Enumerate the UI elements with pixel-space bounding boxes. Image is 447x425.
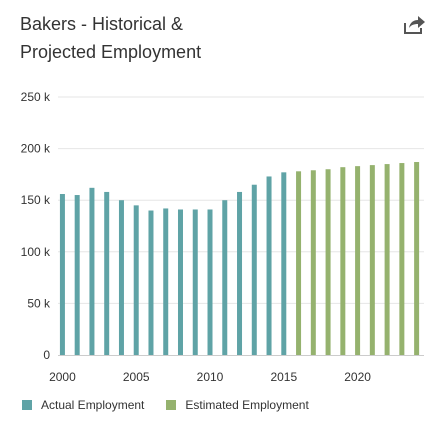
bar[interactable] [369,165,375,355]
bar[interactable] [59,194,65,355]
bar[interactable] [74,195,80,355]
legend: Actual Employment Estimated Employment [22,398,309,412]
x-tick-label: 2015 [270,370,297,384]
x-tick-label: 2005 [123,370,150,384]
legend-label-actual: Actual Employment [41,398,145,412]
bar[interactable] [325,169,331,355]
bar[interactable] [148,210,154,355]
chart-title-line2: Projected Employment [20,42,202,62]
bar[interactable] [384,164,390,355]
bar[interactable] [414,162,420,355]
bar[interactable] [251,184,257,355]
bar[interactable] [192,209,198,355]
y-tick-label: 100 k [21,245,51,259]
bar[interactable] [104,191,110,355]
y-tick-label: 50 k [27,296,51,310]
bar[interactable] [207,209,213,355]
y-tick-label: 200 k [21,142,51,156]
chart-title-line1: Bakers - Historical & [20,14,184,34]
y-tick-label: 250 k [21,90,51,104]
legend-item-estimated[interactable]: Estimated Employment [166,398,309,412]
legend-label-estimated: Estimated Employment [185,398,309,412]
bar[interactable] [399,163,405,355]
chart-title: Bakers - Historical & Projected Employme… [20,10,360,66]
bar[interactable] [222,200,228,355]
bar[interactable] [355,166,361,355]
bar[interactable] [89,187,95,355]
bar[interactable] [118,200,124,355]
x-tick-label: 2020 [344,370,371,384]
y-tick-label: 0 [43,348,50,362]
bar[interactable] [177,209,183,355]
bar[interactable] [281,172,287,355]
bar[interactable] [266,176,272,355]
legend-item-actual[interactable]: Actual Employment [22,398,144,412]
legend-swatch-actual [22,400,32,410]
x-tick-label: 2010 [197,370,224,384]
share-icon[interactable] [402,14,426,36]
bar[interactable] [296,171,302,355]
x-tick-label: 2000 [49,370,76,384]
y-tick-label: 150 k [21,193,51,207]
legend-swatch-estimated [166,400,177,410]
bar[interactable] [163,208,169,355]
bar[interactable] [133,205,139,355]
bar[interactable] [310,170,316,355]
bar[interactable] [237,191,243,355]
bar[interactable] [340,167,346,355]
